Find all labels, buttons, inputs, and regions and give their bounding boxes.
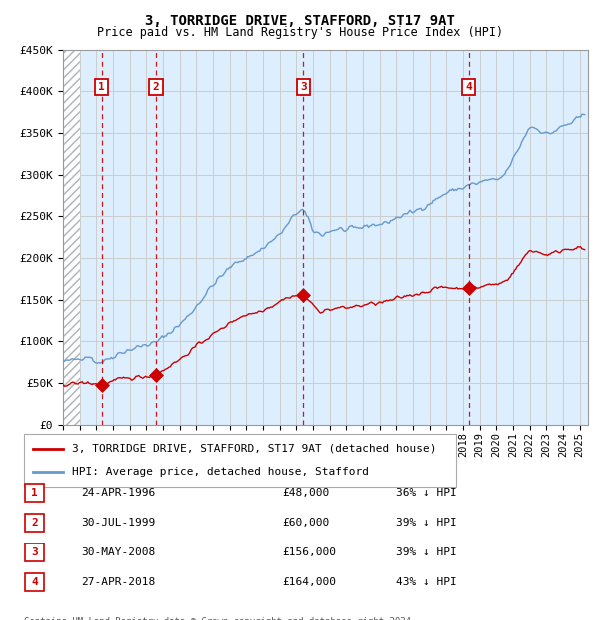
FancyBboxPatch shape xyxy=(25,484,44,502)
Text: 39% ↓ HPI: 39% ↓ HPI xyxy=(396,547,457,557)
Text: Price paid vs. HM Land Registry's House Price Index (HPI): Price paid vs. HM Land Registry's House … xyxy=(97,26,503,39)
Text: HPI: Average price, detached house, Stafford: HPI: Average price, detached house, Staf… xyxy=(71,467,368,477)
Text: 3, TORRIDGE DRIVE, STAFFORD, ST17 9AT (detached house): 3, TORRIDGE DRIVE, STAFFORD, ST17 9AT (d… xyxy=(71,444,436,454)
Text: 4: 4 xyxy=(465,82,472,92)
Text: £60,000: £60,000 xyxy=(282,518,329,528)
Text: 24-APR-1996: 24-APR-1996 xyxy=(81,488,155,498)
Text: 3: 3 xyxy=(300,82,307,92)
Bar xyxy=(63,50,80,425)
FancyBboxPatch shape xyxy=(24,434,456,487)
Text: £156,000: £156,000 xyxy=(282,547,336,557)
Text: 43% ↓ HPI: 43% ↓ HPI xyxy=(396,577,457,587)
Text: 39% ↓ HPI: 39% ↓ HPI xyxy=(396,518,457,528)
Text: 1: 1 xyxy=(31,488,38,498)
FancyBboxPatch shape xyxy=(25,514,44,531)
Text: 30-JUL-1999: 30-JUL-1999 xyxy=(81,518,155,528)
FancyBboxPatch shape xyxy=(25,544,44,561)
Text: 3, TORRIDGE DRIVE, STAFFORD, ST17 9AT: 3, TORRIDGE DRIVE, STAFFORD, ST17 9AT xyxy=(145,14,455,28)
Text: 2: 2 xyxy=(152,82,160,92)
Text: 30-MAY-2008: 30-MAY-2008 xyxy=(81,547,155,557)
Text: 27-APR-2018: 27-APR-2018 xyxy=(81,577,155,587)
Text: Contains HM Land Registry data © Crown copyright and database right 2024.: Contains HM Land Registry data © Crown c… xyxy=(24,617,416,620)
Text: £48,000: £48,000 xyxy=(282,488,329,498)
Text: 36% ↓ HPI: 36% ↓ HPI xyxy=(396,488,457,498)
Text: 2: 2 xyxy=(31,518,38,528)
Text: £164,000: £164,000 xyxy=(282,577,336,587)
FancyBboxPatch shape xyxy=(25,574,44,591)
Text: 3: 3 xyxy=(31,547,38,557)
Text: 1: 1 xyxy=(98,82,105,92)
Text: 4: 4 xyxy=(31,577,38,587)
